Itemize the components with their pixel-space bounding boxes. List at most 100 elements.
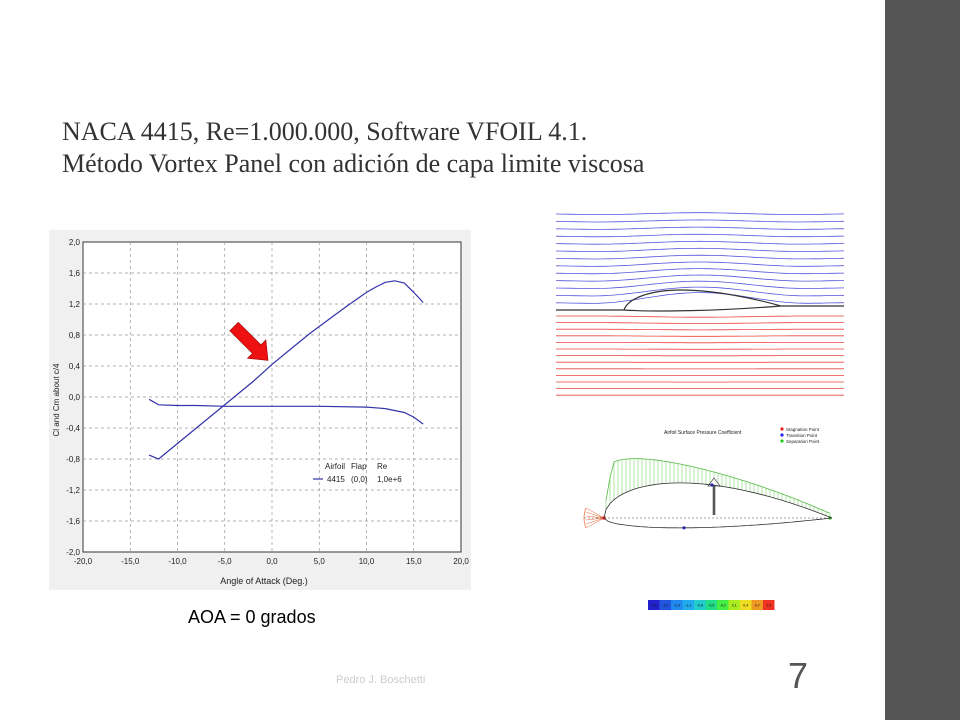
slide-sidebar <box>885 0 960 720</box>
scale-label: -1,4 <box>674 604 680 608</box>
legend-dot <box>780 433 784 437</box>
scale-swatch <box>751 600 763 610</box>
footer-author: Pedro J. Boschetti <box>336 674 426 686</box>
y-tick-label: -0,4 <box>66 424 80 433</box>
stagnation-hatch <box>585 507 605 519</box>
y-tick-label: 2,0 <box>69 238 81 247</box>
slide-title: NACA 4415, Re=1.000.000, Software VFOIL … <box>62 116 862 180</box>
scale-label: -0,8 <box>697 604 703 608</box>
arrow-shape <box>229 321 269 361</box>
scale-swatch <box>694 600 706 610</box>
scale-swatch <box>682 600 694 610</box>
x-tick-label: -10,0 <box>168 557 187 566</box>
aoa-caption: AOA = 0 grados <box>188 607 316 627</box>
x-tick-label: 20,0 <box>453 557 469 566</box>
y-tick-label: -1,6 <box>66 517 80 526</box>
series-cm-line <box>148 398 424 425</box>
scale-swatch <box>671 600 683 610</box>
y-axis-label: Cl and Cm about c/4 <box>52 363 61 436</box>
streamline-upper <box>556 292 844 304</box>
streamline-upper <box>556 286 844 297</box>
streamlines <box>556 212 844 396</box>
streamline-background <box>556 206 844 402</box>
streamline-lower <box>556 335 844 337</box>
legend-airfoil-value: 4415 <box>327 475 345 484</box>
scale-label: 0,4 <box>743 604 748 608</box>
scale-swatch <box>717 600 729 610</box>
legend-re-value: 1,0e+6 <box>377 475 402 484</box>
x-axis-label: Angle of Attack (Deg.) <box>220 576 308 586</box>
scale-label: 1,0 <box>766 604 771 608</box>
y-tick-label: 0,0 <box>69 393 81 402</box>
legend-header-flap: Flap <box>351 462 367 471</box>
y-tick-label: -2,0 <box>66 548 80 557</box>
streamline-upper <box>556 247 844 252</box>
scale-label: -0,2 <box>720 604 726 608</box>
y-tick-label: -1,2 <box>66 486 80 495</box>
pressure-legend-label: Separation Point <box>786 439 820 444</box>
streamline-plot <box>556 206 844 402</box>
y-tick-label: 1,6 <box>69 269 81 278</box>
slide-number: 7 <box>788 655 809 696</box>
scale-swatch <box>763 600 775 610</box>
streamline-upper <box>556 274 844 282</box>
streamline-lower <box>556 328 844 331</box>
y-tick-label: 1,2 <box>69 300 81 309</box>
color-scale-bar: -2,0 -1,7 -1,4 -1,1 -0,8 -0,5 -0,2 0,1 0,4 0,7 1,0 <box>648 600 775 610</box>
cl-cm-chart: -20,0 -15,0 -10,0 -5,0 0,0 5,0 10,0 15,0 20,0 2,0… <box>49 230 471 590</box>
x-tick-label: 5,0 <box>314 557 326 566</box>
arrow-polygon <box>229 321 269 361</box>
x-tick-label: -5,0 <box>218 557 232 566</box>
scale-label: -1,7 <box>662 604 668 608</box>
stagnation-hatch <box>585 517 605 525</box>
scale-swatch <box>740 600 752 610</box>
streamline-upper <box>556 280 844 290</box>
legend-header-re: Re <box>377 462 388 471</box>
streamline-upper <box>556 240 844 245</box>
streamline-lower <box>556 315 844 318</box>
chart-grid <box>83 242 461 552</box>
legend-dot <box>780 427 784 431</box>
scale-swatch <box>705 600 717 610</box>
legend-flap-value: (0,0) <box>351 475 368 484</box>
pressure-background <box>560 422 842 616</box>
scale-swatch <box>728 600 740 610</box>
stagnation-hatch <box>585 515 605 519</box>
scale-swatch <box>659 600 671 610</box>
streamline-upper <box>556 219 844 223</box>
x-tick-label: -20,0 <box>74 557 93 566</box>
y-tick-label: -0,8 <box>66 455 80 464</box>
pressure-distribution <box>583 458 832 530</box>
chart-ticks: -20,0 -15,0 -10,0 -5,0 0,0 5,0 10,0 15,0 20,0 2,0… <box>66 238 469 566</box>
streamline-upper <box>556 261 844 267</box>
suction-envelope <box>605 458 831 514</box>
streamline-upper <box>556 233 844 238</box>
pressure-legend-label: Transition Point <box>786 433 818 438</box>
streamline-upper <box>556 226 844 230</box>
stagnation-hatch <box>585 511 605 519</box>
airfoil-outline <box>556 289 844 312</box>
streamline-upper <box>556 268 844 275</box>
scale-label: -1,1 <box>685 604 691 608</box>
stagnation-hatch <box>585 517 605 521</box>
red-arrow-annotation <box>229 321 269 361</box>
title-line-1: NACA 4415, Re=1.000.000, Software VFOIL … <box>62 117 588 146</box>
x-tick-label: 0,0 <box>266 557 278 566</box>
y-tick-label: 0,4 <box>69 362 81 371</box>
pressure-coefficient-plot: Airfoil Surface Pressure Coefficient Sta… <box>560 422 842 616</box>
series-cl-line <box>148 280 424 460</box>
scale-label: 0,1 <box>732 604 737 608</box>
pressure-airfoil-outline <box>603 482 833 529</box>
x-tick-label: 15,0 <box>406 557 422 566</box>
title-line-2: Método Vortex Panel con adición de capa … <box>62 149 645 178</box>
x-tick-label: 10,0 <box>359 557 375 566</box>
scale-label: -2,0 <box>651 604 657 608</box>
stagnation-hatch <box>585 517 605 529</box>
chart-legend: Airfoil Flap Re 4415 (0,0) 1,0e+6 <box>313 462 402 484</box>
legend-dot <box>780 439 784 443</box>
pressure-legend-label: Stagnation Point <box>786 427 820 432</box>
chart-series <box>148 280 424 460</box>
pressure-plot-title: Airfoil Surface Pressure Coefficient <box>664 430 742 436</box>
y-tick-label: 0,8 <box>69 331 81 340</box>
